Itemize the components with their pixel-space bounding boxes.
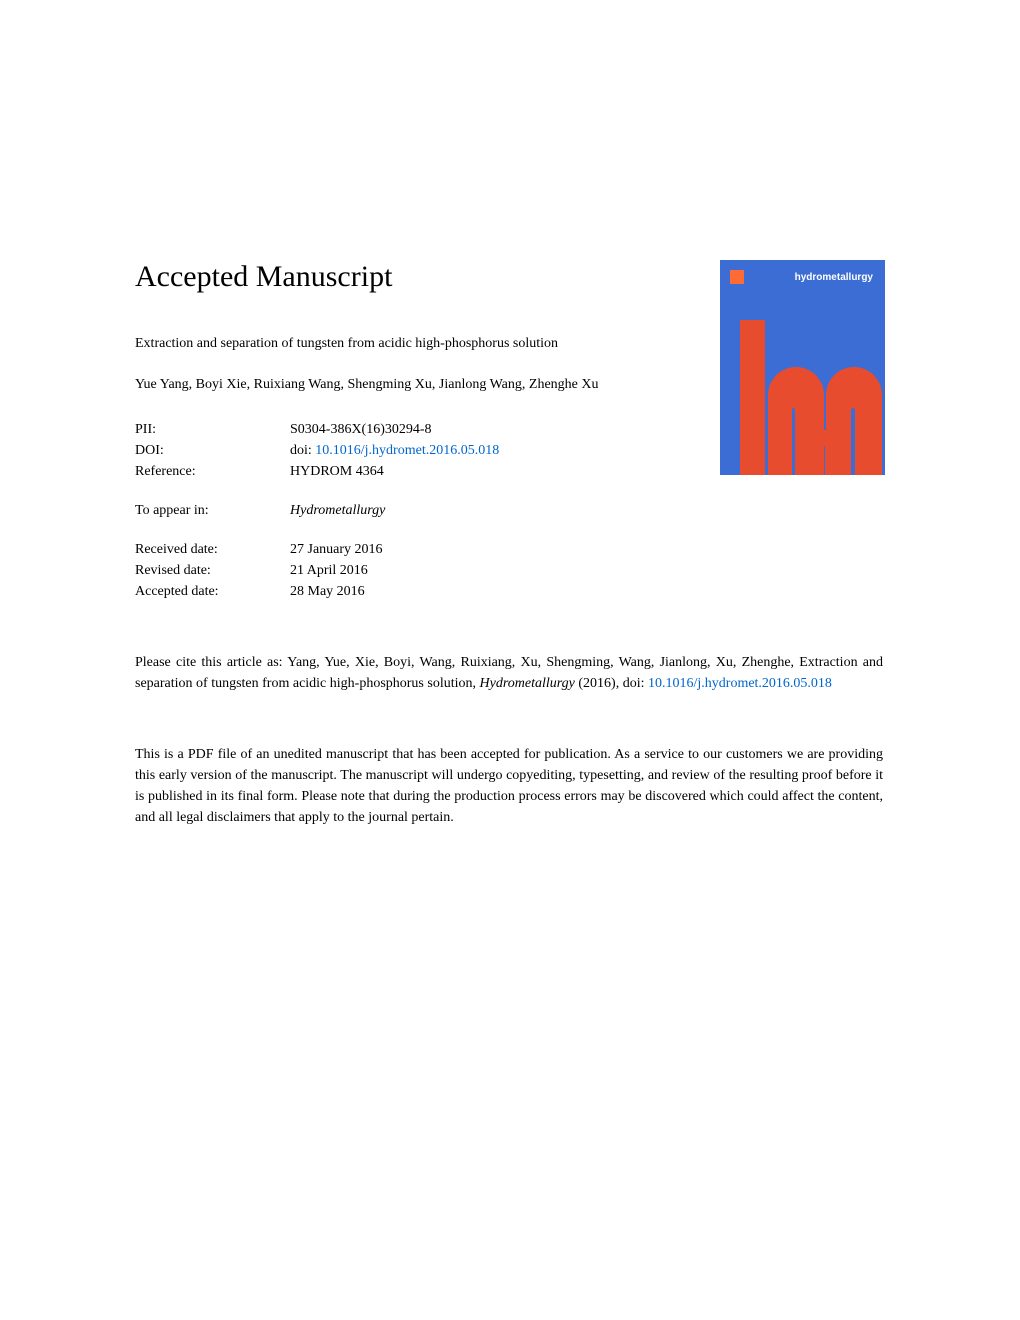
revised-row: Revised date: 21 April 2016 [135, 560, 690, 581]
received-value: 27 January 2016 [290, 539, 383, 560]
cover-background: hydrometallurgy [720, 260, 885, 475]
authors-list: Yue Yang, Boyi Xie, Ruixiang Wang, Sheng… [135, 374, 690, 395]
to-appear-value: Hydrometallurgy [290, 500, 385, 521]
revised-value: 21 April 2016 [290, 560, 368, 581]
pii-value: S0304-386X(16)30294-8 [290, 419, 432, 440]
appear-table: To appear in: Hydrometallurgy [135, 500, 690, 521]
pii-label: PII: [135, 419, 290, 440]
elsevier-logo-icon [730, 270, 744, 284]
accepted-value: 28 May 2016 [290, 581, 365, 602]
hm-logo-icon [720, 320, 885, 475]
content-area: Extraction and separation of tungsten fr… [135, 334, 690, 602]
disclaimer-text: This is a PDF file of an unedited manusc… [135, 744, 883, 828]
page-container: hydrometallurgy Accepted Manuscript Extr… [0, 0, 1020, 828]
reference-value: HYDROM 4364 [290, 461, 384, 482]
accepted-label: Accepted date: [135, 581, 290, 602]
received-row: Received date: 27 January 2016 [135, 539, 690, 560]
accepted-row: Accepted date: 28 May 2016 [135, 581, 690, 602]
doi-value: doi: 10.1016/j.hydromet.2016.05.018 [290, 440, 499, 461]
revised-label: Revised date: [135, 560, 290, 581]
doi-row: DOI: doi: 10.1016/j.hydromet.2016.05.018 [135, 440, 690, 461]
to-appear-row: To appear in: Hydrometallurgy [135, 500, 690, 521]
reference-row: Reference: HYDROM 4364 [135, 461, 690, 482]
doi-prefix: doi: [290, 443, 315, 458]
received-label: Received date: [135, 539, 290, 560]
doi-link[interactable]: 10.1016/j.hydromet.2016.05.018 [315, 443, 499, 458]
journal-cover: hydrometallurgy [720, 260, 885, 475]
citation-after: (2016), doi: [575, 676, 648, 691]
metadata-table: PII: S0304-386X(16)30294-8 DOI: doi: 10.… [135, 419, 690, 482]
to-appear-label: To appear in: [135, 500, 290, 521]
article-title: Extraction and separation of tungsten fr… [135, 334, 690, 354]
dates-table: Received date: 27 January 2016 Revised d… [135, 539, 690, 602]
citation-doi-link[interactable]: 10.1016/j.hydromet.2016.05.018 [648, 676, 832, 691]
citation-journal: Hydrometallurgy [480, 676, 575, 691]
pii-row: PII: S0304-386X(16)30294-8 [135, 419, 690, 440]
reference-label: Reference: [135, 461, 290, 482]
doi-label: DOI: [135, 440, 290, 461]
cover-journal-name: hydrometallurgy [795, 272, 873, 283]
citation-text: Please cite this article as: Yang, Yue, … [135, 652, 883, 694]
